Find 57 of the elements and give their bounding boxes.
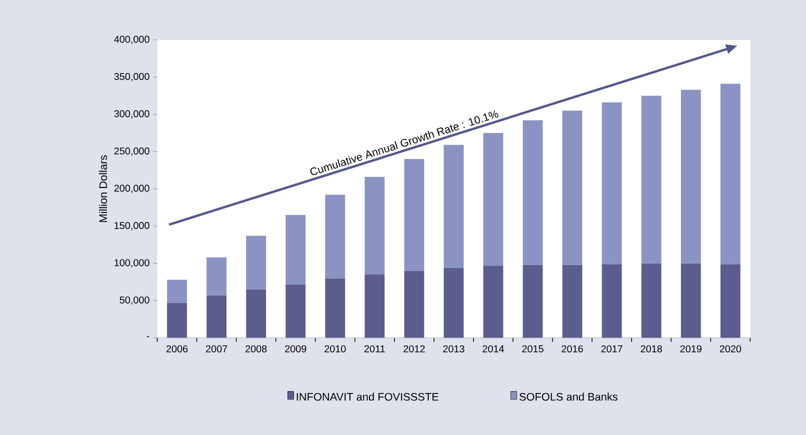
x-tick-label: 2011 (364, 345, 385, 352)
x-tick-label: 2015 (522, 345, 544, 352)
y-tick-label: 250,000 (114, 147, 150, 156)
bar (522, 120, 543, 265)
bar (720, 264, 740, 338)
y-tick-label: 350,000 (114, 72, 150, 81)
legend-label: SOFOLS and Banks (519, 392, 618, 400)
bar (364, 274, 385, 338)
x-tick-label: 2008 (246, 345, 267, 352)
bar (404, 158, 424, 271)
x-tick-label: 2018 (640, 345, 662, 352)
bar (325, 194, 346, 278)
bar (246, 236, 266, 290)
bar (680, 263, 701, 338)
bar (602, 264, 622, 338)
bar (522, 264, 543, 338)
bar (444, 144, 464, 268)
y-tick-label: 400,000 (114, 36, 150, 44)
x-tick-label: 2010 (324, 345, 346, 352)
bar (206, 295, 226, 338)
x-tick-label: 2019 (680, 345, 702, 352)
x-tick-label: 2020 (720, 345, 742, 352)
legend-label: INFONAVIT and FOVISSSTE (296, 392, 438, 400)
x-tick-label: 2017 (601, 345, 622, 352)
bar (641, 263, 662, 338)
bar (483, 132, 504, 266)
bar (286, 214, 306, 284)
bar (562, 110, 582, 265)
y-axis-title: Million Dollars (99, 155, 108, 222)
x-tick-label: 2009 (285, 345, 306, 352)
y-tick-label: 300,000 (114, 110, 150, 118)
bar (602, 102, 622, 264)
x-tick-label: 2006 (166, 345, 188, 352)
bar (562, 264, 582, 338)
bar (325, 278, 346, 338)
bar (364, 176, 385, 274)
bar (641, 95, 662, 264)
bar (167, 302, 187, 338)
bar (167, 279, 187, 303)
bar (680, 90, 701, 264)
x-tick-label: 2016 (562, 345, 583, 352)
bar (206, 257, 226, 296)
bar (286, 284, 306, 338)
bar (444, 268, 464, 338)
x-tick-label: 2013 (443, 345, 464, 352)
y-tick-label: 200,000 (114, 184, 150, 193)
y-tick-label: 50,000 (120, 296, 150, 304)
bar (483, 265, 504, 338)
x-tick-label: 2012 (404, 345, 425, 352)
bar (720, 84, 740, 264)
x-tick-label: 2014 (482, 345, 504, 352)
y-tick-label: 150,000 (114, 222, 150, 230)
bar (404, 270, 424, 338)
y-tick-label: - (146, 336, 150, 337)
x-tick-label: 2007 (206, 345, 228, 352)
y-tick-label: 100,000 (114, 259, 150, 268)
bar (246, 289, 266, 338)
